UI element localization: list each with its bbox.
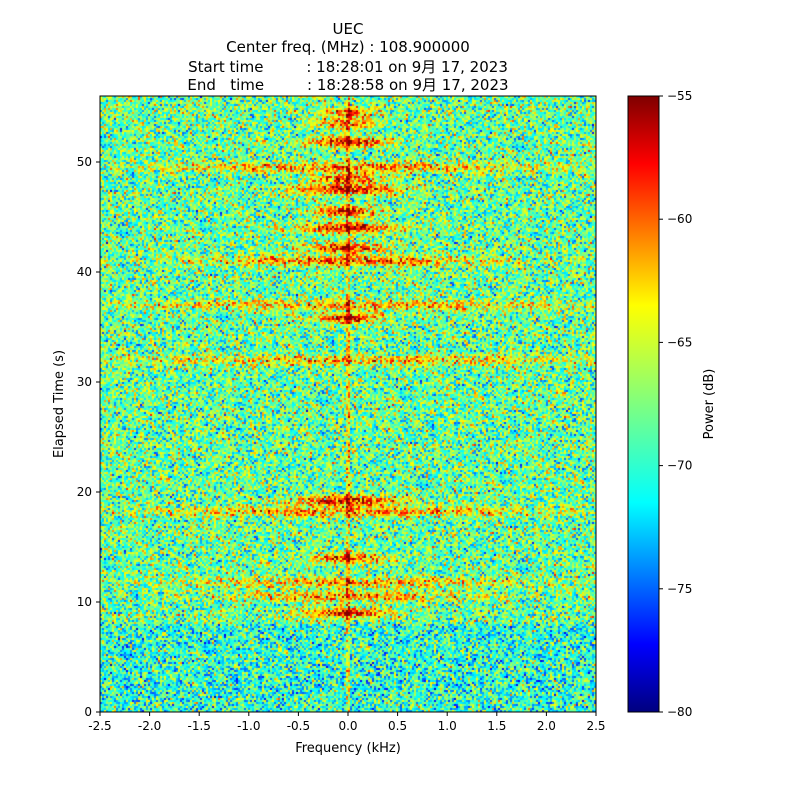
chart-title-line-4: End time : 18:28:58 on 9月 17, 2023: [187, 76, 509, 94]
x-tick-label: -2.0: [138, 719, 161, 733]
y-tick-label: 30: [77, 375, 92, 389]
colorbar-tick-label: −70: [667, 459, 692, 473]
colorbar-tick-label: −55: [667, 89, 692, 103]
x-tick-label: 0.0: [338, 719, 357, 733]
chart-title-line-1: UEC: [332, 20, 364, 38]
x-tick-label: -1.5: [187, 719, 210, 733]
x-tick-label: 2.0: [537, 719, 556, 733]
colorbar-ticks: −55 −60 −65 −70 −75 −80: [659, 89, 692, 719]
chart-title-line-2: Center freq. (MHz) : 108.900000: [226, 38, 470, 56]
colorbar-tick-label: −60: [667, 212, 692, 226]
x-tick-label: -0.5: [287, 719, 310, 733]
x-tick-label: 0.5: [388, 719, 407, 733]
y-tick-label: 40: [77, 265, 92, 279]
y-tick-label: 0: [84, 705, 92, 719]
chart-title-line-3: Start time : 18:28:01 on 9月 17, 2023: [188, 58, 508, 76]
colorbar-label: Power (dB): [702, 369, 717, 440]
y-tick-label: 50: [77, 155, 92, 169]
y-tick-label: 20: [77, 485, 92, 499]
x-tick-label: 1.0: [438, 719, 457, 733]
x-tick-label: 1.5: [487, 719, 506, 733]
colorbar: [628, 96, 659, 712]
colorbar-frame: [627, 95, 660, 713]
x-tick-label: 2.5: [586, 719, 605, 733]
colorbar-tick-label: −75: [667, 582, 692, 596]
x-axis-ticks: -2.5 -2.0 -1.5 -1.0 -0.5 0.0 0.5 1.0 1.5 2.0 2.5: [88, 712, 606, 733]
spectrogram-image-container: [100, 96, 596, 712]
x-tick-label: -1.0: [237, 719, 260, 733]
y-axis-ticks: 0 10 20 30 40 50: [77, 155, 100, 719]
spectrogram-heatmap: [100, 96, 596, 712]
colorbar-tick-label: −80: [667, 705, 692, 719]
x-tick-label: -2.5: [88, 719, 111, 733]
x-axis-label: Frequency (kHz): [295, 741, 401, 756]
y-tick-label: 10: [77, 595, 92, 609]
colorbar-tick-label: −65: [667, 335, 692, 349]
y-axis-label: Elapsed Time (s): [52, 350, 67, 458]
